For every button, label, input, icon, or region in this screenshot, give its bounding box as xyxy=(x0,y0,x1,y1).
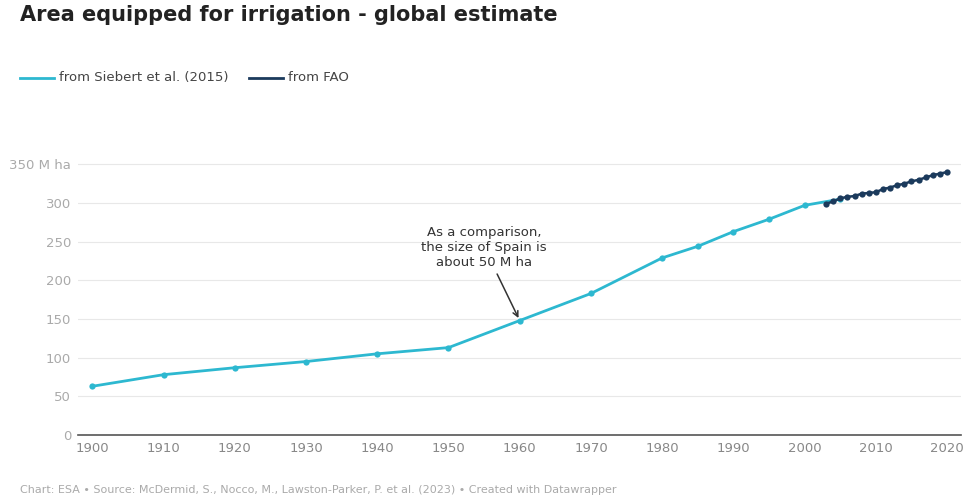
Text: from FAO: from FAO xyxy=(288,71,348,84)
Text: Area equipped for irrigation - global estimate: Area equipped for irrigation - global es… xyxy=(20,5,557,25)
Text: from Siebert et al. (2015): from Siebert et al. (2015) xyxy=(59,71,228,84)
Text: As a comparison,
the size of Spain is
about 50 M ha: As a comparison, the size of Spain is ab… xyxy=(422,226,547,316)
Text: Chart: ESA • Source: McDermid, S., Nocco, M., Lawston-Parker, P. et al. (2023) •: Chart: ESA • Source: McDermid, S., Nocco… xyxy=(20,485,616,495)
